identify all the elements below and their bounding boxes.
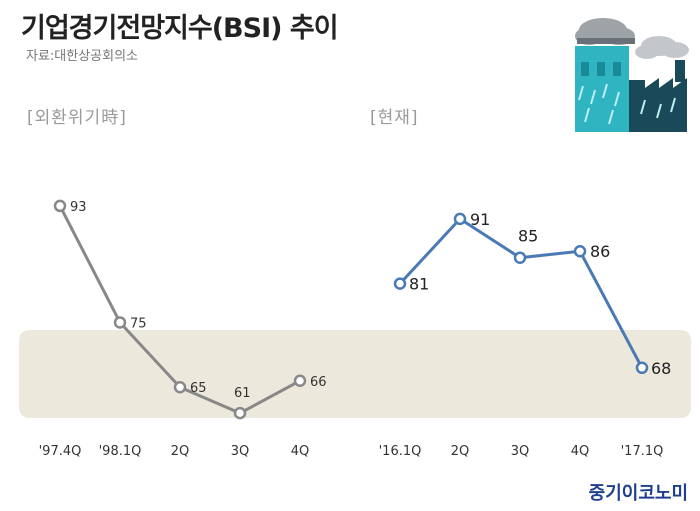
section-label-right: [현재] — [370, 108, 419, 128]
right-data-label: 68 — [651, 359, 671, 378]
right-data-label: 86 — [590, 242, 610, 261]
left-chart: 93 75 65 61 66 '97.4Q '98.1Q 2Q 3Q 4Q — [39, 199, 327, 459]
right-tick-label: 4Q — [571, 444, 590, 459]
left-data-label: 93 — [70, 200, 87, 215]
left-point — [293, 374, 307, 388]
right-tick-label: '17.1Q — [621, 444, 664, 459]
left-data-label: 66 — [310, 375, 327, 390]
right-data-label: 85 — [518, 227, 538, 246]
right-point — [513, 251, 527, 264]
left-tick-label: 2Q — [171, 444, 190, 459]
right-tick-label: 2Q — [451, 444, 470, 459]
left-point — [233, 406, 247, 420]
left-tick-label: 4Q — [291, 444, 310, 459]
left-tick-label: 3Q — [231, 444, 250, 459]
right-point — [573, 244, 587, 258]
right-tick-label: '16.1Q — [379, 444, 422, 459]
right-point — [453, 212, 467, 226]
right-data-label: 81 — [409, 275, 429, 294]
factory-rain-icon — [575, 18, 689, 132]
left-tick-label: '97.4Q — [39, 444, 82, 459]
right-point — [393, 277, 407, 290]
left-point — [173, 380, 187, 394]
right-tick-label: 3Q — [511, 444, 530, 459]
right-point — [635, 361, 649, 375]
left-data-label: 75 — [130, 316, 147, 331]
left-data-label: 65 — [190, 381, 207, 396]
left-point — [53, 199, 67, 213]
right-data-label: 91 — [470, 210, 490, 229]
left-point — [113, 316, 127, 329]
section-label-left: [외환위기時] — [27, 108, 127, 128]
source-note: 자료:대한상공회의소 — [26, 49, 139, 64]
highlight-band — [19, 330, 691, 418]
watermark: 중기이코노미 — [588, 483, 688, 504]
page-title: 기업경기전망지수(BSI) 추이 — [21, 13, 339, 44]
left-tick-label: '98.1Q — [99, 444, 142, 459]
left-data-label: 61 — [234, 386, 251, 401]
right-chart: 81 91 85 86 68 '16.1Q 2Q 3Q 4Q '17.1Q — [379, 210, 672, 459]
